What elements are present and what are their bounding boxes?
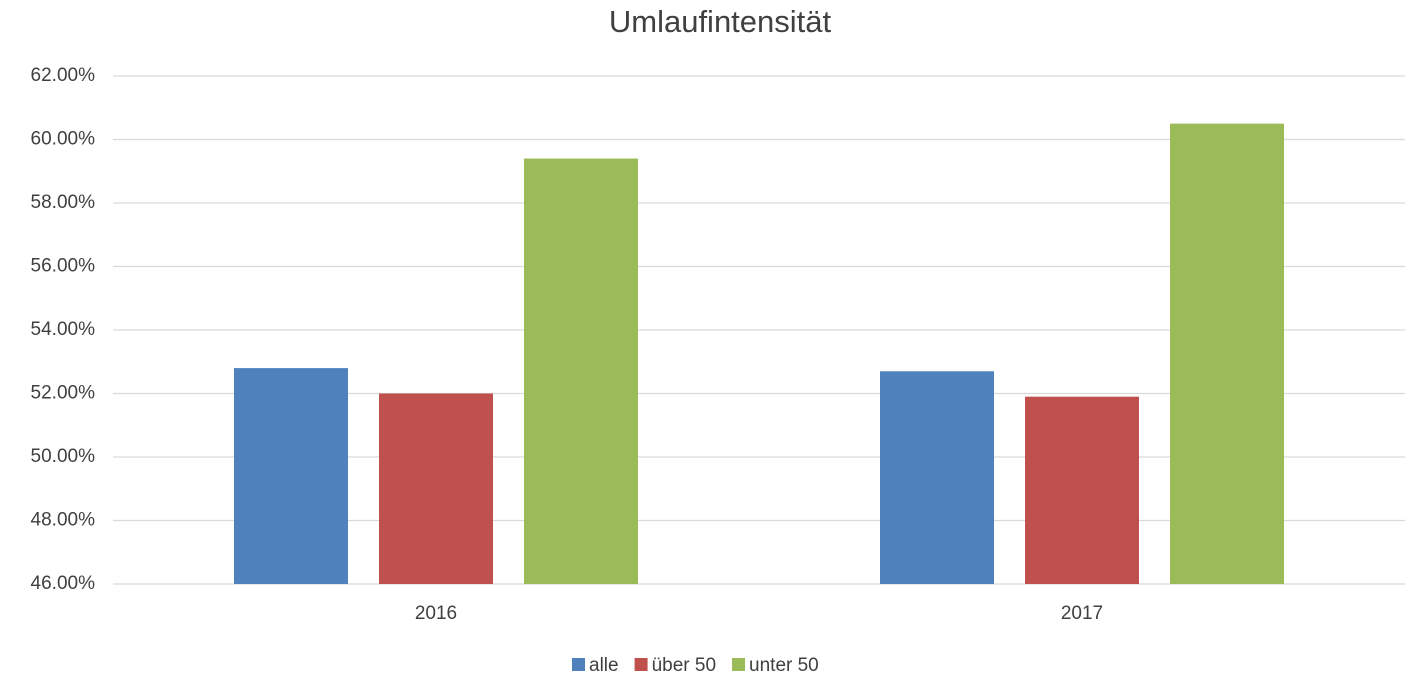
bar — [1170, 123, 1284, 584]
y-tick-label: 48.00% — [31, 510, 96, 531]
bar — [234, 368, 348, 584]
legend-swatch — [634, 658, 648, 671]
x-tick-label: 2017 — [1061, 603, 1103, 624]
chart-title: Umlaufintensität — [609, 4, 832, 39]
y-tick-label: 58.00% — [31, 192, 96, 213]
bar — [524, 158, 638, 585]
y-tick-label: 52.00% — [31, 383, 96, 404]
bar — [1025, 396, 1139, 584]
y-tick-label: 46.00% — [31, 573, 96, 594]
legend-label: alle — [589, 655, 619, 676]
y-tick-label: 62.00% — [31, 65, 96, 86]
y-tick-label: 56.00% — [31, 256, 96, 277]
bar — [880, 371, 994, 584]
legend-label: unter 50 — [749, 655, 819, 676]
legend-swatch — [732, 658, 746, 671]
y-tick-label: 60.00% — [31, 129, 96, 150]
y-tick-label: 50.00% — [31, 446, 96, 467]
y-tick-label: 54.00% — [31, 319, 96, 340]
x-tick-label: 2016 — [415, 603, 457, 624]
legend-swatch — [572, 658, 585, 671]
legend-label: über 50 — [652, 655, 716, 676]
bar — [379, 393, 493, 584]
